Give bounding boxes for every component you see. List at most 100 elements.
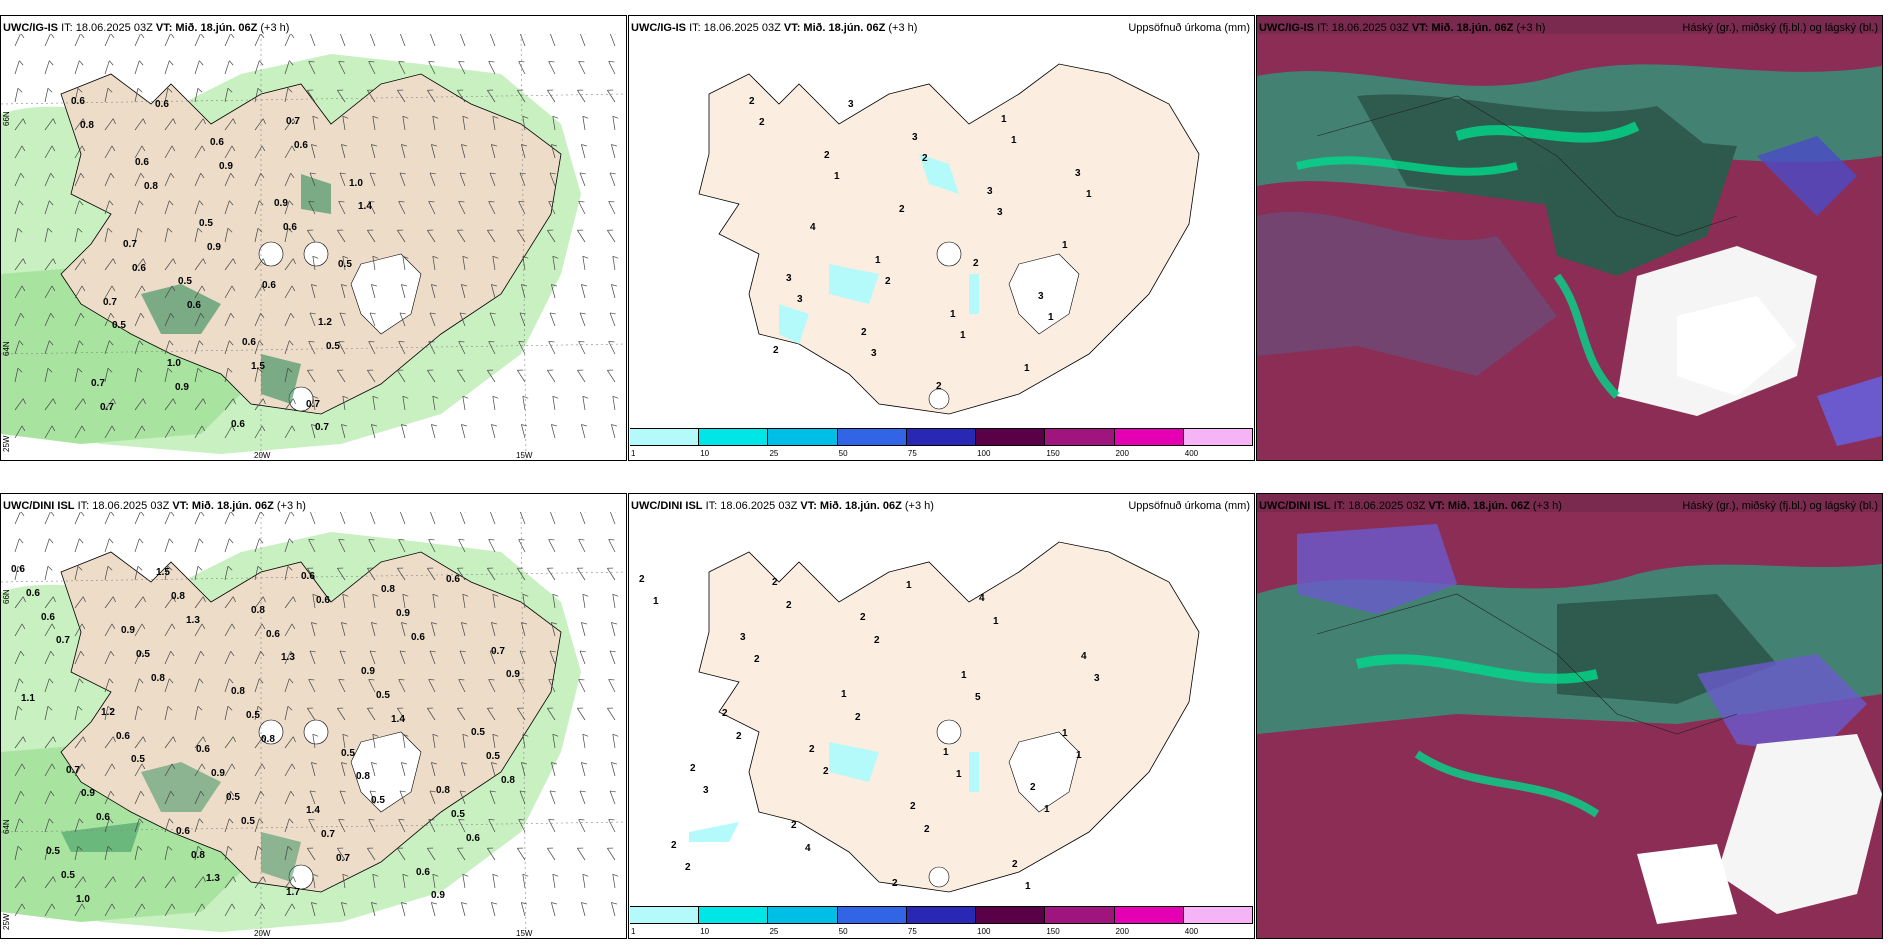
precip-map bbox=[629, 512, 1254, 938]
panel-header: UWC/DINI ISL IT: 18.06.2025 03Z VT: Mið.… bbox=[1259, 500, 1562, 512]
colorbar bbox=[630, 428, 1253, 446]
precip-value-label: 1 bbox=[1062, 240, 1068, 251]
panel-igis-wind: UWC/IG-IS IT: 18.06.2025 03Z VT: Mið. 18… bbox=[0, 15, 627, 461]
precip-value-label: 3 bbox=[786, 273, 792, 284]
precip-value-label: 0.5 bbox=[338, 259, 352, 270]
precip-value-label: 1 bbox=[1086, 189, 1092, 200]
precip-value-label: 4 bbox=[979, 593, 985, 604]
precip-value-label: 0.6 bbox=[301, 571, 315, 582]
precip-value-label: 2 bbox=[690, 763, 696, 774]
precip-value-label: 2 bbox=[892, 878, 898, 889]
precip-value-label: 5 bbox=[975, 692, 981, 703]
precip-value-label: 1.2 bbox=[101, 707, 115, 718]
colorbar-swatch bbox=[906, 429, 977, 446]
precip-value-label: 2 bbox=[759, 117, 765, 128]
colorbar-swatch bbox=[1114, 429, 1184, 446]
precip-value-label: 0.6 bbox=[294, 140, 308, 151]
precip-value-label: 0.6 bbox=[446, 574, 460, 585]
precip-value-label: 0.7 bbox=[56, 635, 70, 646]
precip-value-label: 1 bbox=[961, 670, 967, 681]
precip-value-label: 0.5 bbox=[371, 795, 385, 806]
lat-label-66n: 66N bbox=[2, 589, 11, 604]
precip-value-label: 0.6 bbox=[283, 222, 297, 233]
precip-value-label: 0.5 bbox=[131, 754, 145, 765]
precip-value-label: 1.5 bbox=[251, 361, 265, 372]
precip-value-label: 3 bbox=[703, 785, 709, 796]
precip-value-label: 2 bbox=[910, 801, 916, 812]
precip-value-label: 2 bbox=[861, 327, 867, 338]
precip-value-label: 0.9 bbox=[219, 161, 233, 172]
panel-header: UWC/DINI ISL IT: 18.06.2025 03Z VT: Mið.… bbox=[631, 500, 934, 512]
colorbar-swatch bbox=[630, 429, 700, 446]
precip-value-label: 0.7 bbox=[286, 116, 300, 127]
precip-value-label: 1.4 bbox=[358, 201, 372, 212]
precip-map bbox=[629, 34, 1254, 460]
precip-value-label: 1.0 bbox=[76, 894, 90, 905]
precip-value-label: 3 bbox=[740, 632, 746, 643]
precip-value-label: 1 bbox=[950, 309, 956, 320]
precip-value-label: 0.8 bbox=[251, 605, 265, 616]
panel-title-right: Háský (gr.), miðský (fj.bl.) og lágský (… bbox=[1682, 500, 1878, 512]
colorbar-tick: 25 bbox=[769, 927, 779, 936]
precip-value-label: 0.9 bbox=[81, 788, 95, 799]
precip-value-label: 1 bbox=[834, 171, 840, 182]
precip-value-label: 2 bbox=[786, 600, 792, 611]
precip-value-label: 0.7 bbox=[491, 646, 505, 657]
precip-value-label: 0.5 bbox=[471, 727, 485, 738]
precip-value-label: 0.6 bbox=[196, 744, 210, 755]
precip-value-label: 0.8 bbox=[381, 584, 395, 595]
precip-value-label: 3 bbox=[997, 207, 1003, 218]
precip-value-label: 2 bbox=[749, 96, 755, 107]
lat-label-64n: 64N bbox=[2, 341, 11, 356]
wind-precip-map bbox=[1, 512, 626, 938]
precip-value-label: 1.0 bbox=[349, 178, 363, 189]
precip-value-label: 2 bbox=[824, 150, 830, 161]
precip-value-label: 0.5 bbox=[199, 218, 213, 229]
precip-value-label: 1.4 bbox=[391, 714, 405, 725]
colorbar-tick: 10 bbox=[700, 927, 710, 936]
colorbar-tick: 50 bbox=[838, 449, 848, 458]
colorbar-tick: 150 bbox=[1046, 927, 1060, 936]
colorbar-swatch bbox=[699, 907, 769, 924]
lat-label-64n: 64N bbox=[2, 819, 11, 834]
precip-value-label: 0.8 bbox=[231, 686, 245, 697]
precip-value-label: 4 bbox=[1081, 651, 1087, 662]
colorbar-swatch bbox=[1045, 907, 1115, 924]
precip-value-label: 0.5 bbox=[486, 751, 500, 762]
precip-value-label: 1 bbox=[841, 689, 847, 700]
precip-value-label: 3 bbox=[1075, 168, 1081, 179]
precip-value-label: 1 bbox=[960, 330, 966, 341]
precip-value-label: 0.8 bbox=[171, 591, 185, 602]
precip-value-label: 0.7 bbox=[123, 239, 137, 250]
precip-value-label: 3 bbox=[871, 348, 877, 359]
precip-value-label: 0.6 bbox=[316, 595, 330, 606]
precip-value-label: 0.8 bbox=[191, 850, 205, 861]
cloud-cover-map bbox=[1257, 494, 1882, 938]
precip-value-label: 0.8 bbox=[501, 775, 515, 786]
precip-value-label: 0.6 bbox=[11, 564, 25, 575]
precip-value-label: 2 bbox=[809, 744, 815, 755]
colorbar-tick: 100 bbox=[977, 449, 991, 458]
precip-value-label: 0.9 bbox=[431, 890, 445, 901]
precip-value-label: 1.0 bbox=[167, 358, 181, 369]
precip-value-label: 0.6 bbox=[210, 137, 224, 148]
precip-value-label: 2 bbox=[671, 840, 677, 851]
precip-value-label: 1 bbox=[1025, 881, 1031, 892]
precip-value-label: 2 bbox=[773, 345, 779, 356]
precip-value-label: 1.3 bbox=[206, 873, 220, 884]
colorbar-swatch bbox=[976, 429, 1046, 446]
precip-value-label: 1 bbox=[943, 747, 949, 758]
precip-value-label: 0.5 bbox=[341, 748, 355, 759]
precip-value-label: 3 bbox=[1094, 673, 1100, 684]
precip-value-label: 2 bbox=[874, 635, 880, 646]
lon-label-15w: 15W bbox=[516, 451, 533, 460]
precip-value-label: 1 bbox=[1001, 114, 1007, 125]
precip-value-label: 0.5 bbox=[326, 341, 340, 352]
precip-value-label: 2 bbox=[823, 766, 829, 777]
colorbar-tick: 1 bbox=[631, 927, 636, 936]
precip-value-label: 0.7 bbox=[336, 853, 350, 864]
panel-dini-precip: UWC/DINI ISL IT: 18.06.2025 03Z VT: Mið.… bbox=[628, 493, 1255, 939]
precip-value-label: 0.9 bbox=[207, 242, 221, 253]
colorbar-tick: 400 bbox=[1184, 927, 1199, 936]
precip-value-label: 0.6 bbox=[242, 337, 256, 348]
